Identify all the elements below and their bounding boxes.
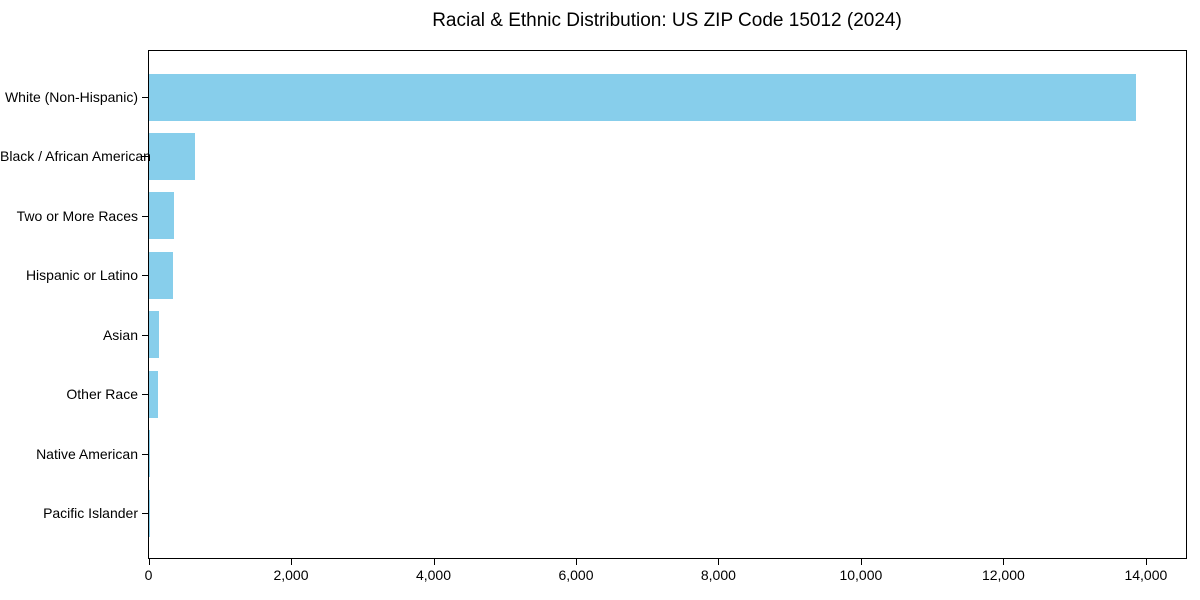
y-tick [142, 275, 148, 276]
y-tick [142, 394, 148, 395]
y-tick [142, 216, 148, 217]
y-axis-label: Asian [102, 326, 138, 343]
x-tick [433, 559, 435, 565]
x-tick-label: 12,000 [981, 567, 1025, 583]
x-tick [576, 559, 577, 565]
bar [149, 73, 1137, 121]
y-axis-label: Black / African American [0, 148, 151, 165]
x-tick-label: 2,000 [273, 567, 309, 583]
x-tick-label: 4,000 [415, 567, 452, 583]
y-axis-label: White (Non-Hispanic) [4, 89, 138, 105]
bar [149, 192, 174, 240]
x-tick-label: 0 [144, 567, 153, 583]
chart-title: Racial & Ethnic Distribution: US ZIP Cod… [432, 10, 902, 31]
bar [149, 430, 151, 478]
x-tick [860, 559, 862, 565]
x-tick-label: 6,000 [558, 567, 594, 583]
x-tick [148, 559, 150, 565]
x-tick [1145, 559, 1147, 565]
x-tick [718, 559, 720, 565]
y-axis-label: Two or More Races [16, 207, 138, 224]
y-tick [142, 513, 148, 514]
plot-area [148, 50, 1187, 559]
x-tick [291, 559, 292, 565]
bar [149, 132, 196, 180]
bar [149, 370, 159, 418]
y-tick [142, 454, 148, 455]
y-axis-label: Other Race [66, 386, 138, 403]
y-axis-label: Hispanic or Latino [25, 267, 138, 284]
y-axis-label: Native American [36, 445, 138, 462]
bar [149, 251, 174, 299]
bar [149, 311, 159, 359]
x-tick [1003, 559, 1005, 565]
y-axis-label: Pacific Islander [43, 505, 138, 521]
x-tick-label: 10,000 [839, 567, 883, 583]
y-tick [142, 335, 148, 336]
y-tick [142, 156, 148, 157]
x-tick-label: 14,000 [1124, 567, 1168, 583]
x-tick-label: 8,000 [700, 567, 736, 583]
y-tick [142, 97, 148, 98]
